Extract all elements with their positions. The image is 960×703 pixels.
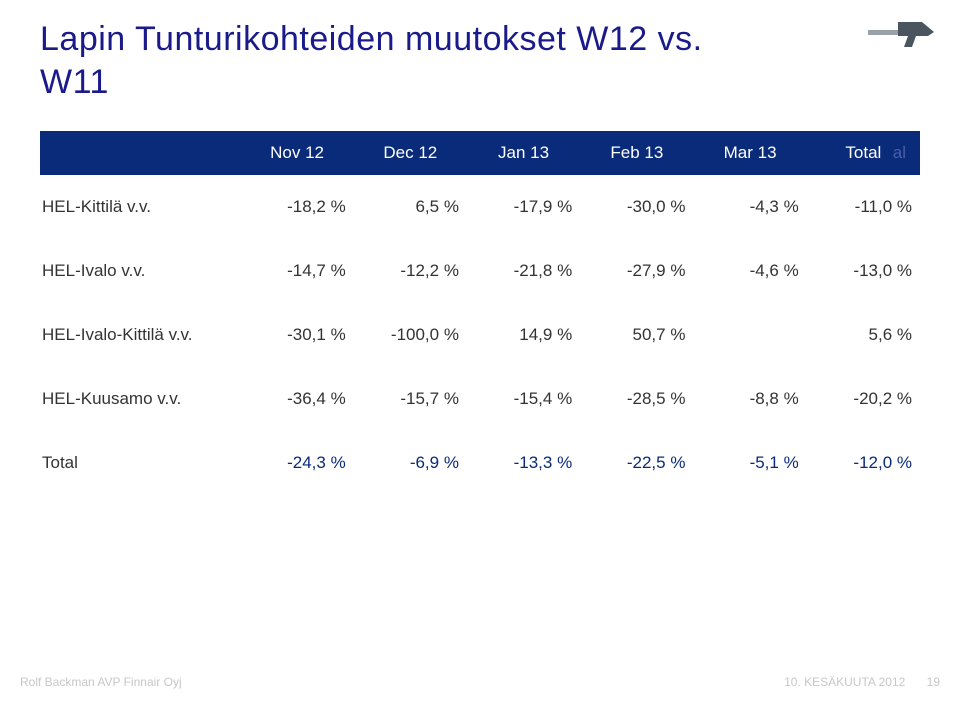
- cell: -11,0 %: [807, 175, 920, 239]
- col-header: Jan 13: [467, 131, 580, 175]
- footer-right: 10. KESÄKUUTA 2012 19: [784, 675, 940, 689]
- row-label: HEL-Ivalo v.v.: [40, 239, 240, 303]
- cell: -5,1 %: [693, 431, 806, 495]
- cell: -28,5 %: [580, 367, 693, 431]
- title-line-2: W11: [40, 63, 109, 101]
- row-label: HEL-Ivalo-Kittilä v.v.: [40, 303, 240, 367]
- table-header-row: Nov 12 Dec 12 Jan 13 Feb 13 Mar 13 Total…: [40, 131, 920, 175]
- data-table-wrap: Nov 12 Dec 12 Jan 13 Feb 13 Mar 13 Total…: [40, 131, 920, 495]
- table-row-total: Total -24,3 % -6,9 % -13,3 % -22,5 % -5,…: [40, 431, 920, 495]
- cell: 14,9 %: [467, 303, 580, 367]
- cell: -30,0 %: [580, 175, 693, 239]
- row-label: Total: [40, 431, 240, 495]
- cell: -22,5 %: [580, 431, 693, 495]
- cell: [693, 303, 806, 367]
- cell: -30,1 %: [240, 303, 353, 367]
- cell: -100,0 %: [354, 303, 467, 367]
- col-header-blank: [40, 131, 240, 175]
- page-title: Lapin Tunturikohteiden muutokset W12 vs.…: [40, 18, 920, 103]
- cell: -21,8 %: [467, 239, 580, 303]
- cell: -36,4 %: [240, 367, 353, 431]
- col-header: Feb 13: [580, 131, 693, 175]
- table-row: HEL-Kittilä v.v. -18,2 % 6,5 % -17,9 % -…: [40, 175, 920, 239]
- brand-logo: [868, 22, 934, 47]
- cell: -15,7 %: [354, 367, 467, 431]
- cell: -27,9 %: [580, 239, 693, 303]
- cell: -4,3 %: [693, 175, 806, 239]
- col-header: Dec 12: [354, 131, 467, 175]
- cell: -12,2 %: [354, 239, 467, 303]
- cell: -8,8 %: [693, 367, 806, 431]
- col-header-total-label: Total: [845, 143, 881, 162]
- title-line-1: Lapin Tunturikohteiden muutokset W12 vs.: [40, 20, 703, 58]
- cell: -18,2 %: [240, 175, 353, 239]
- cell: -24,3 %: [240, 431, 353, 495]
- cell: -20,2 %: [807, 367, 920, 431]
- footer-date: 10. KESÄKUUTA 2012: [784, 675, 905, 689]
- table-row: HEL-Kuusamo v.v. -36,4 % -15,7 % -15,4 %…: [40, 367, 920, 431]
- cell: -6,9 %: [354, 431, 467, 495]
- footer-author: Rolf Backman AVP Finnair Oyj: [20, 675, 182, 689]
- cell: 6,5 %: [354, 175, 467, 239]
- col-header-total: Totalal: [807, 131, 920, 175]
- cell: -12,0 %: [807, 431, 920, 495]
- data-table: Nov 12 Dec 12 Jan 13 Feb 13 Mar 13 Total…: [40, 131, 920, 495]
- cell: 50,7 %: [580, 303, 693, 367]
- cell: 5,6 %: [807, 303, 920, 367]
- table-row: HEL-Ivalo-Kittilä v.v. -30,1 % -100,0 % …: [40, 303, 920, 367]
- cell: -14,7 %: [240, 239, 353, 303]
- table-row: HEL-Ivalo v.v. -14,7 % -12,2 % -21,8 % -…: [40, 239, 920, 303]
- col-header-total-faint: al: [893, 143, 906, 163]
- cell: -13,3 %: [467, 431, 580, 495]
- cell: -13,0 %: [807, 239, 920, 303]
- footer-page-number: 19: [927, 675, 940, 689]
- row-label: HEL-Kuusamo v.v.: [40, 367, 240, 431]
- cell: -15,4 %: [467, 367, 580, 431]
- col-header: Mar 13: [693, 131, 806, 175]
- cell: -17,9 %: [467, 175, 580, 239]
- row-label: HEL-Kittilä v.v.: [40, 175, 240, 239]
- col-header: Nov 12: [240, 131, 353, 175]
- cell: -4,6 %: [693, 239, 806, 303]
